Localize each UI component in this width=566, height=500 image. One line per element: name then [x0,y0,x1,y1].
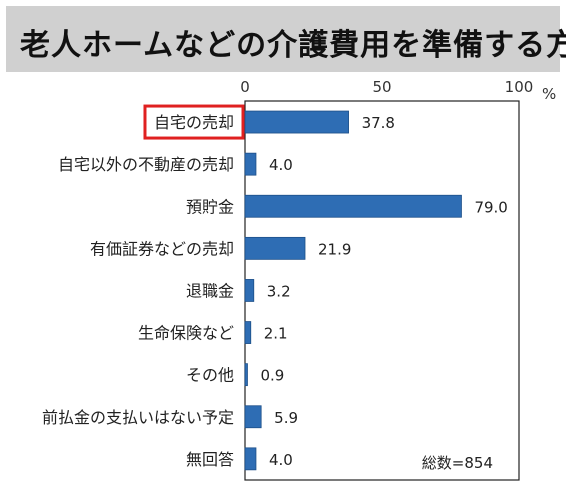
title-bar: 老人ホームなどの介護費用を準備する方 [6,6,566,72]
bar [244,405,262,429]
x-tick-label: 0 [240,78,250,96]
category-label: 自宅の売却 [154,113,234,132]
unit-label: % [542,85,556,103]
category-label: 自宅以外の不動産の売却 [58,155,234,174]
category-label: 前払金の支払いはない予定 [42,408,234,427]
value-label: 3.2 [267,282,291,300]
page-title: 老人ホームなどの介護費用を準備する方 [20,28,566,63]
bar [244,236,306,260]
category-label: 生命保険など [138,324,234,343]
value-label: 21.9 [318,240,351,258]
category-label: 有価証券などの売却 [90,239,234,258]
highlight-box [143,104,245,140]
bar [244,194,462,218]
value-label: 4.0 [269,451,293,469]
value-label: 37.8 [362,114,395,132]
x-tick-label: 50 [372,78,391,96]
value-label: 4.0 [269,156,293,174]
category-label: その他 [186,366,234,385]
value-label: 0.9 [260,367,284,385]
value-label: 79.0 [474,198,507,216]
bar [244,279,255,302]
bar [244,321,252,344]
category-label: 退職金 [186,281,234,300]
value-label: 5.9 [274,409,298,427]
bar [244,447,257,471]
bar [244,110,349,134]
value-label: 2.1 [264,325,288,343]
sample-size-note: 総数=854 [422,454,493,472]
x-tick-label: 100 [505,78,534,96]
bar [244,363,248,387]
bar [244,152,257,176]
category-label: 無回答 [186,450,234,469]
category-label: 預貯金 [186,197,234,216]
